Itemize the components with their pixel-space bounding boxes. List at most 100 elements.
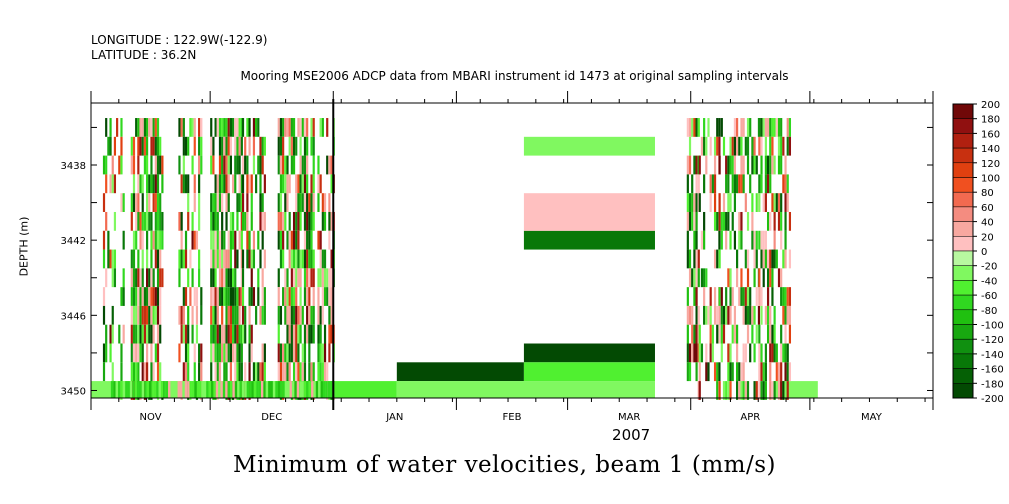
heatmap-cell (301, 343, 304, 363)
heatmap-cell (703, 118, 706, 137)
heatmap-cell (231, 118, 235, 137)
heatmap-cell (182, 287, 185, 306)
heatmap-cell (766, 305, 770, 325)
heatmap-cell (738, 230, 741, 250)
heatmap-cell (182, 324, 185, 344)
heatmap-cell (746, 118, 750, 137)
heatmap-cell (740, 155, 743, 175)
heatmap-cell (784, 381, 787, 400)
heatmap-cell (225, 211, 228, 231)
heatmap-cell (308, 343, 311, 363)
colorbar-swatch (952, 265, 974, 281)
heatmap-cell (187, 174, 190, 194)
colorbar-label: -200 (981, 394, 1004, 405)
heatmap-cell (111, 174, 114, 194)
heatmap-cell (742, 305, 745, 325)
heatmap-block (523, 362, 655, 382)
heatmap-cell (130, 305, 133, 325)
heatmap-cell (738, 136, 741, 156)
heatmap-cell (163, 381, 166, 398)
heatmap-cell (187, 305, 190, 325)
heatmap-cell (184, 230, 188, 250)
heatmap-cell (297, 211, 300, 231)
heatmap-cell (299, 268, 302, 288)
heatmap-cell (182, 174, 185, 194)
heatmap-cells (91, 118, 818, 400)
heatmap-cell (221, 136, 224, 156)
heatmap-cell (130, 324, 133, 344)
heatmap-cell (223, 230, 226, 250)
heatmap-cell (751, 305, 754, 325)
heatmap-cell (218, 381, 221, 398)
heatmap-cell (210, 193, 213, 212)
heatmap-cell (187, 268, 190, 288)
heatmap-cell (286, 324, 289, 344)
heatmap-cell (749, 174, 752, 194)
heatmap-cell (788, 249, 792, 269)
heatmap-cell (749, 118, 752, 137)
heatmap-cell (148, 287, 151, 306)
heatmap-cell (288, 249, 291, 269)
heatmap-cell (261, 362, 264, 382)
heatmap-cell (688, 136, 692, 156)
heatmap-cell (777, 268, 781, 288)
heatmap-cell (755, 155, 758, 175)
heatmap-cell (225, 287, 228, 306)
heatmap-cell (148, 174, 151, 194)
heatmap-cell (229, 230, 232, 250)
heatmap-cell (261, 136, 264, 156)
heatmap-cell (109, 118, 112, 137)
heatmap-cell (303, 193, 307, 212)
heatmap-cell (241, 155, 245, 175)
heatmap-cell (299, 174, 302, 194)
heatmap-cell (308, 193, 311, 212)
heatmap-cell (709, 136, 712, 156)
heatmap-cell (762, 381, 765, 400)
heatmap-cell (159, 324, 162, 344)
heatmap-cell (788, 324, 792, 344)
heatmap-cell (252, 362, 256, 382)
heatmap-cell (120, 343, 123, 363)
heatmap-cell (234, 155, 237, 175)
heatmap-cell (244, 136, 247, 156)
heatmap-cell (156, 230, 160, 250)
heatmap-cell (686, 305, 689, 325)
heatmap-cell (310, 211, 313, 231)
heatmap-cell (695, 362, 698, 382)
heatmap-cell (165, 381, 169, 398)
heatmap-cell (218, 136, 222, 156)
heatmap-cell (146, 211, 149, 231)
heatmap-cell (707, 362, 710, 382)
heatmap-cell (321, 193, 324, 212)
heatmap-cell (301, 362, 304, 382)
heatmap-cell (153, 381, 157, 398)
heatmap-cell (720, 118, 723, 137)
heatmap-cell (716, 362, 719, 382)
heatmap-cell (241, 174, 245, 194)
heatmap-cell (146, 136, 149, 156)
heatmap-cell (753, 305, 756, 325)
heatmap-cell (328, 155, 331, 175)
heatmap-cell (214, 118, 217, 137)
y-tick-label: 3450 (61, 386, 86, 397)
heatmap-cell (319, 118, 322, 137)
heatmap-cell (297, 249, 300, 269)
heatmap-cell (223, 249, 226, 269)
heatmap-cell (784, 211, 787, 231)
heatmap-cell (731, 287, 734, 306)
heatmap-cell (270, 381, 273, 398)
heatmap-cell (212, 230, 215, 250)
heatmap-cell (111, 268, 114, 288)
heatmap-cell (292, 249, 296, 269)
heatmap-cell (729, 305, 732, 325)
heatmap-cell (736, 381, 739, 400)
heatmap-cell (161, 211, 164, 231)
heatmap-cell (210, 136, 213, 156)
heatmap-cell (148, 268, 151, 288)
heatmap-cell (130, 249, 133, 269)
heatmap-cell (317, 324, 320, 344)
heatmap-cell (290, 230, 293, 250)
heatmap-cell (227, 193, 230, 212)
heatmap-cell (246, 118, 249, 137)
heatmap-cell (284, 268, 287, 288)
